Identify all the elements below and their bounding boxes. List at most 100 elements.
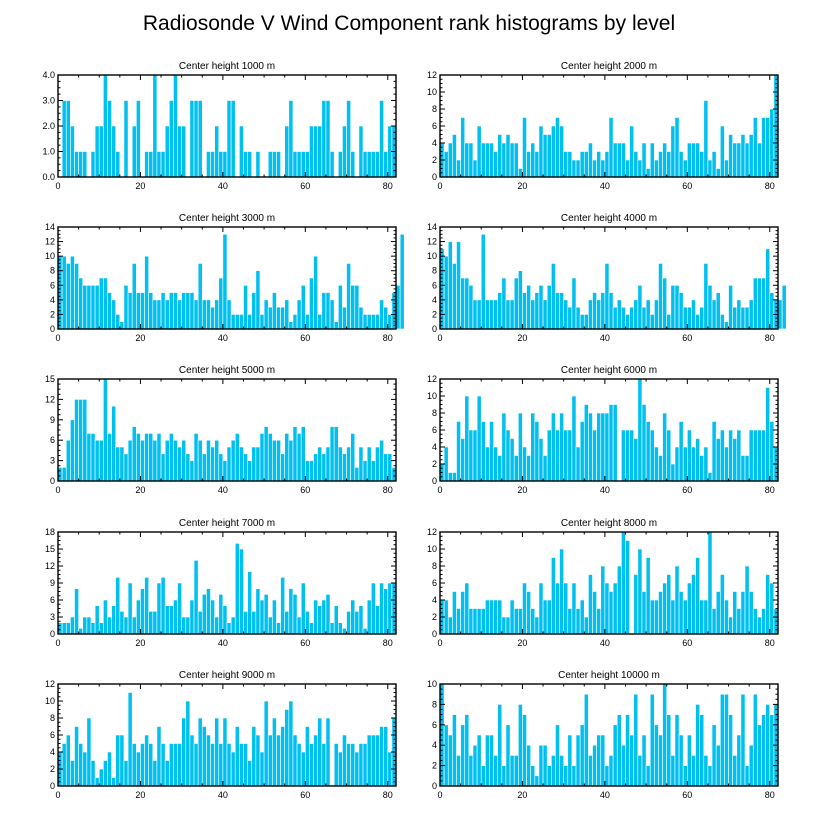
bar [65, 622, 71, 635]
bar [452, 714, 457, 787]
bar [443, 151, 449, 178]
bar [460, 724, 466, 787]
bar [375, 605, 380, 635]
panel-8: Center height 8000 m 0 2 4 6 8 10 12 0 20 40 60 80 [427, 518, 779, 648]
x-tick-label: 20 [517, 333, 527, 343]
bar [375, 314, 380, 330]
y-tick-label: 4 [50, 295, 55, 305]
bar [247, 571, 253, 635]
bar [583, 693, 589, 787]
bar [666, 429, 672, 482]
bar [168, 100, 174, 178]
bar [744, 142, 750, 178]
bar [292, 314, 298, 330]
bar [292, 594, 298, 635]
bar [555, 724, 560, 787]
bar [210, 306, 215, 330]
x-tick-label: 80 [383, 485, 393, 495]
bar [292, 151, 298, 178]
bar [464, 395, 470, 482]
bar [761, 277, 766, 330]
bar [243, 284, 248, 330]
bar [111, 299, 117, 330]
bar [243, 743, 248, 787]
bar [284, 433, 290, 482]
bar [691, 142, 696, 178]
bar [234, 314, 240, 330]
bar [740, 591, 746, 635]
bar [629, 125, 635, 178]
bar [530, 142, 536, 178]
y-tick-label: 4 [432, 138, 437, 148]
bar [272, 599, 277, 635]
y-tick-label: 6 [432, 578, 437, 588]
bar [575, 608, 581, 635]
bar [711, 608, 717, 635]
bar [658, 151, 663, 178]
bar [518, 608, 523, 635]
bar [189, 734, 195, 787]
bar [272, 151, 277, 178]
bar [255, 270, 261, 330]
bar [358, 125, 364, 178]
bar [214, 125, 220, 178]
bar [342, 306, 347, 330]
bar [674, 714, 680, 787]
bar [522, 292, 527, 330]
bar [136, 100, 141, 178]
bar [370, 734, 376, 787]
bar [127, 292, 133, 330]
panel-6: Center height 6000 m 0 2 4 6 8 10 12 0 20 40 60 80 [427, 365, 779, 495]
bar [687, 142, 692, 178]
y-tick-label: 12 [45, 561, 55, 571]
bar [480, 142, 486, 178]
bar [276, 151, 281, 178]
bar [148, 292, 154, 330]
x-tick-label: 0 [437, 790, 442, 800]
x-tick-label: 80 [383, 790, 393, 800]
bar [362, 628, 368, 635]
bar [181, 616, 187, 635]
bar [715, 591, 721, 635]
bar [226, 446, 232, 482]
bar [534, 151, 540, 178]
bar [629, 306, 635, 330]
bar [375, 734, 380, 787]
bar [362, 151, 368, 178]
x-tick-label: 40 [218, 181, 228, 191]
bar [489, 299, 494, 330]
bar [214, 299, 220, 330]
x-tick-label: 40 [600, 333, 610, 343]
bar [563, 299, 569, 330]
bar [633, 693, 639, 787]
bar [173, 74, 178, 178]
bar [447, 142, 453, 178]
y-tick-label: 3 [50, 456, 55, 466]
bar [546, 284, 552, 330]
bar [765, 248, 771, 330]
bar [123, 453, 129, 482]
bar [616, 142, 622, 178]
bar [86, 717, 92, 787]
bar [140, 292, 145, 330]
bar [489, 599, 494, 635]
bar [629, 429, 635, 482]
bar [583, 314, 589, 330]
bar [280, 726, 286, 787]
bar [447, 472, 453, 482]
y-tick-label: 2 [432, 612, 437, 622]
x-tick-label: 60 [300, 181, 310, 191]
bar [193, 560, 199, 635]
bar [485, 142, 490, 178]
bar [625, 159, 630, 178]
bar [189, 599, 195, 635]
bar [346, 743, 351, 787]
bar [518, 270, 523, 330]
bar [600, 565, 606, 635]
bar [452, 263, 457, 330]
bar [329, 426, 335, 482]
bar [736, 429, 742, 482]
bar [579, 599, 585, 635]
bar [144, 433, 149, 482]
bars [57, 378, 397, 482]
